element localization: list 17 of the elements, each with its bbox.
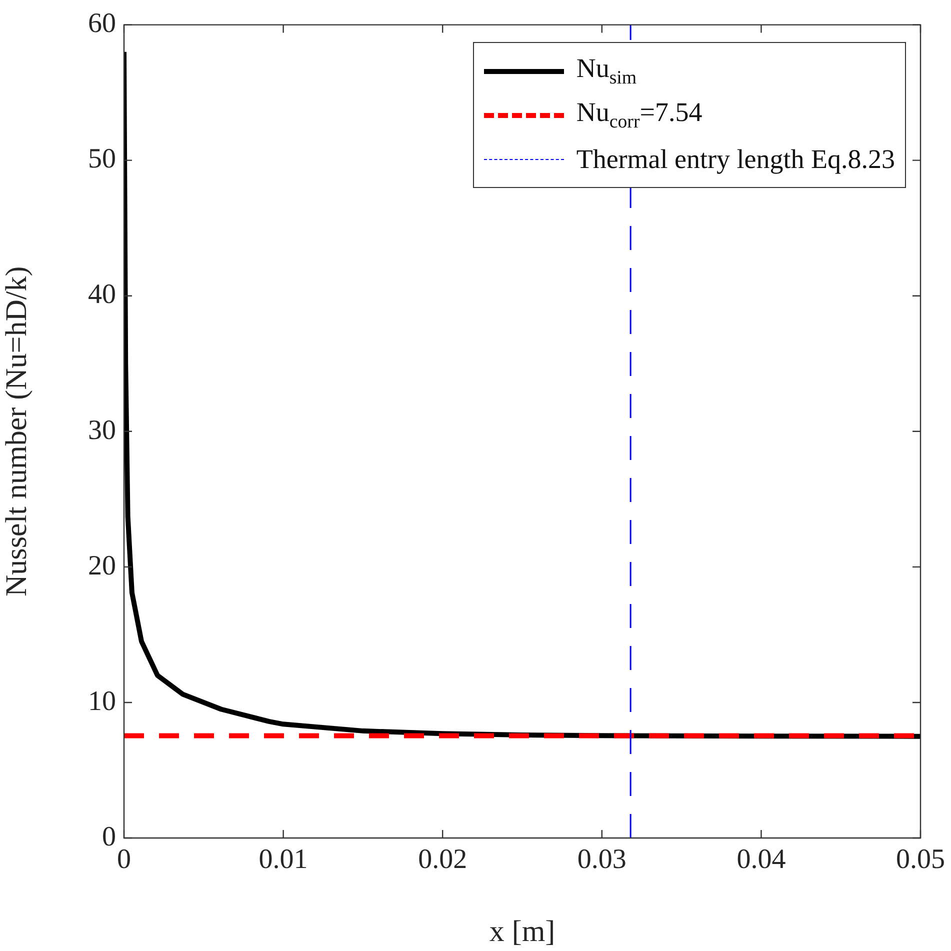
y-tick-label: 20 — [88, 550, 116, 582]
y-tick-label: 40 — [88, 279, 116, 310]
x-tick-label: 0.04 — [736, 844, 786, 876]
y-tick-label: 30 — [88, 414, 116, 446]
x-tick-label: 0.01 — [258, 844, 308, 876]
ref-line-label: Thermal entry length Eq.8.23 — [576, 144, 895, 174]
legend-label: Nu$_{sim}$ — [576, 52, 637, 90]
legend-label: Nu$_{corr}$=7.54 — [576, 96, 702, 134]
x-tick-label: 0.02 — [418, 844, 468, 876]
x-axis-title: x [m] — [489, 914, 556, 948]
y-axis-title: Nusselt number (Nu=hD/k) — [0, 266, 33, 597]
y-tick-label: 60 — [88, 8, 116, 40]
x-tick-label: 0.03 — [577, 844, 626, 876]
y-tick-label: 0 — [102, 821, 116, 852]
x-tick-label: 0.05 — [896, 844, 945, 876]
y-tick-label: 50 — [88, 144, 116, 175]
y-tick-label: 10 — [88, 686, 116, 717]
